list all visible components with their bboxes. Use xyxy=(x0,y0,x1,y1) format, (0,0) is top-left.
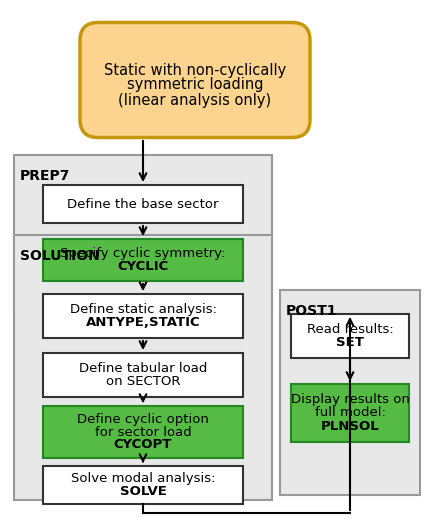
Text: ANTYPE,STATIC: ANTYPE,STATIC xyxy=(86,316,200,329)
Bar xyxy=(43,466,243,504)
Text: Read results:: Read results: xyxy=(307,323,393,336)
Text: Static with non-cyclically: Static with non-cyclically xyxy=(104,63,286,77)
Text: full model:: full model: xyxy=(314,407,385,420)
Bar xyxy=(43,406,243,458)
Bar xyxy=(43,185,243,223)
Bar xyxy=(14,155,272,310)
Bar xyxy=(280,290,420,495)
Text: SOLVE: SOLVE xyxy=(120,485,166,498)
Text: (linear analysis only): (linear analysis only) xyxy=(118,93,272,107)
Text: Specify cyclic symmetry:: Specify cyclic symmetry: xyxy=(60,247,226,260)
Text: SOLUTION: SOLUTION xyxy=(20,249,100,263)
Text: SET: SET xyxy=(336,336,364,349)
Bar xyxy=(291,384,409,442)
Text: symmetric loading: symmetric loading xyxy=(127,77,263,93)
Text: Display results on: Display results on xyxy=(290,393,409,407)
Text: POST1: POST1 xyxy=(286,304,338,318)
Bar xyxy=(43,353,243,397)
Bar xyxy=(291,314,409,358)
Bar xyxy=(43,294,243,338)
Text: CYCLIC: CYCLIC xyxy=(118,260,169,273)
FancyBboxPatch shape xyxy=(80,23,310,137)
Text: Define the base sector: Define the base sector xyxy=(67,197,219,210)
Text: Define cyclic option: Define cyclic option xyxy=(77,412,209,426)
Text: PLNSOL: PLNSOL xyxy=(320,420,379,432)
Text: Define tabular load: Define tabular load xyxy=(79,362,207,375)
Text: on SECTOR: on SECTOR xyxy=(106,375,180,388)
Text: PREP7: PREP7 xyxy=(20,169,70,183)
Bar xyxy=(43,239,243,281)
Text: for sector load: for sector load xyxy=(95,426,191,439)
Text: Define static analysis:: Define static analysis: xyxy=(69,303,217,316)
Text: CYCOPT: CYCOPT xyxy=(114,439,172,451)
Text: Solve modal analysis:: Solve modal analysis: xyxy=(71,472,215,485)
Bar xyxy=(14,235,272,500)
